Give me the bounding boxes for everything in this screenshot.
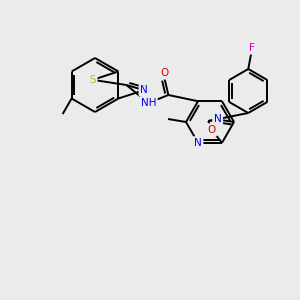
Text: N: N [140,85,148,95]
Text: S: S [89,75,96,85]
Text: NH: NH [141,98,156,108]
Text: O: O [160,68,169,78]
Text: F: F [249,43,255,53]
Text: N: N [214,115,221,124]
Text: N: N [194,138,202,148]
Text: O: O [208,125,216,135]
